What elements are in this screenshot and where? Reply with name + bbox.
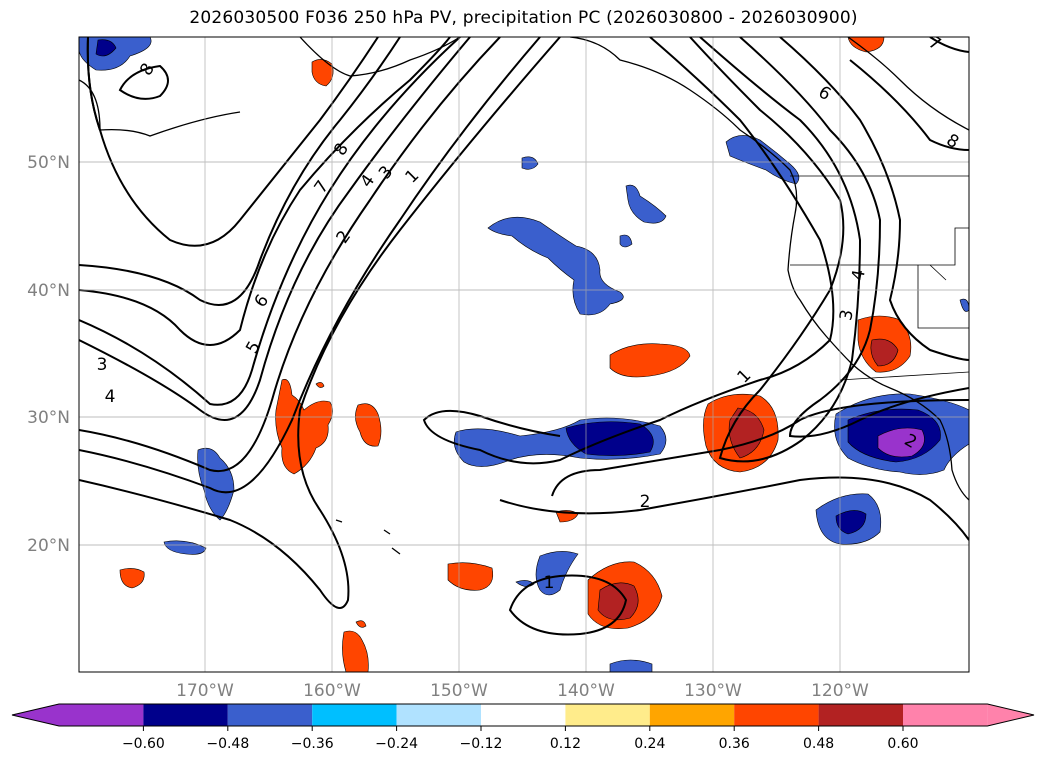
colorbar-outline: [11, 703, 1035, 727]
contour-label: 2: [640, 492, 651, 512]
pv-contours: [79, 37, 969, 636]
colorbar-extend-high: [987, 704, 1034, 726]
colorbar-tick-label: 0.60: [887, 736, 918, 752]
colorbar-tick-label: −0.24: [375, 736, 418, 752]
map-frame: [78, 36, 970, 673]
colorbar: [11, 703, 1035, 727]
gridlines: [79, 37, 969, 672]
colorbar-segment: [565, 704, 650, 726]
contour-label: 4: [848, 268, 870, 282]
political-borders: [790, 175, 969, 381]
lon-label: 160°W: [303, 681, 361, 701]
lon-label: 120°W: [811, 681, 869, 701]
colorbar-segment: [818, 704, 903, 726]
colorbar-segment: [59, 704, 144, 726]
precip-negative-areas: [79, 37, 969, 672]
map-plot-area: [79, 37, 969, 672]
contour-label: 1: [544, 573, 555, 593]
colorbar-segment: [649, 704, 735, 726]
lon-label: 170°W: [176, 681, 234, 701]
colorbar-segment: [396, 704, 481, 726]
colorbar-segment: [227, 704, 313, 726]
colorbar-tick-label: −0.60: [122, 736, 165, 752]
colorbar-tick-label: 0.24: [634, 736, 665, 752]
colorbar-tick-label: 0.36: [719, 736, 750, 752]
colorbar-segment: [734, 704, 819, 726]
precip-positive-areas: [119, 37, 912, 672]
colorbar-segment: [312, 704, 397, 726]
map-title: 2026030500 F036 250 hPa PV, precipitatio…: [189, 8, 858, 28]
colorbar-tick-label: 0.48: [803, 736, 834, 752]
colorbar-tick-label: 0.12: [550, 736, 581, 752]
lat-label: 50°N: [27, 153, 70, 173]
colorbar-tick-label: −0.12: [460, 736, 503, 752]
contour-label: 3: [836, 308, 858, 322]
lat-label: 30°N: [27, 408, 70, 428]
lat-label: 40°N: [27, 281, 70, 301]
colorbar-extend-low: [12, 704, 59, 726]
contour-label: 3: [97, 355, 108, 375]
colorbar-tick-label: −0.36: [291, 736, 334, 752]
colorbar-segment: [903, 704, 988, 726]
lon-label: 140°W: [557, 681, 615, 701]
lon-label: 150°W: [430, 681, 488, 701]
colorbar-segment: [143, 704, 228, 726]
lat-label: 20°N: [27, 536, 70, 556]
colorbar-tick-label: −0.48: [206, 736, 249, 752]
lon-label: 130°W: [684, 681, 742, 701]
contour-label: 4: [105, 387, 116, 407]
colorbar-segment: [481, 704, 566, 726]
